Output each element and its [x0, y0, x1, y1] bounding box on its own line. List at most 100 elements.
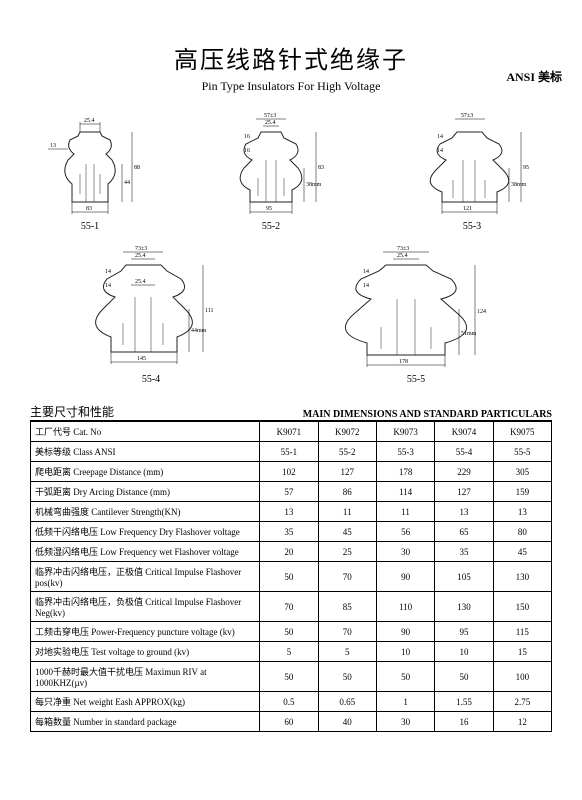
svg-text:25.4: 25.4 — [84, 118, 95, 124]
svg-text:14: 14 — [437, 148, 443, 154]
row-label: 临界冲击闪络电压，正极值 Critical Impulse Flashover … — [31, 562, 260, 592]
cell: 55-4 — [435, 442, 493, 462]
table-section-header: 主要尺寸和性能 MAIN DIMENSIONS AND STANDARD PAR… — [30, 403, 552, 421]
row-label: 低频干闪络电压 Low Frequency Dry Flashover volt… — [31, 522, 260, 542]
cell: 70 — [260, 592, 318, 622]
svg-text:25.4: 25.4 — [135, 253, 146, 259]
figure-55-5: 73±3 25.4 14 14 51mm 124 178 55-5 — [301, 242, 531, 385]
figure-label: 55-1 — [30, 221, 150, 232]
cell: 45 — [318, 522, 376, 542]
cell: K9071 — [260, 422, 318, 442]
table-row: 爬电距离 Creepage Distance (mm)1021271782293… — [31, 462, 552, 482]
cell: 95 — [435, 622, 493, 642]
cell: 13 — [260, 502, 318, 522]
figure-55-4: 73±3 25.4 14 14 25.4 44mm 111 145 55-4 — [51, 242, 251, 385]
svg-text:13: 13 — [50, 143, 56, 149]
cell: 100 — [493, 662, 551, 692]
svg-text:83: 83 — [86, 206, 92, 212]
cell: 178 — [376, 462, 434, 482]
row-label: 临界冲击闪络电压，负极值 Critical Impulse Flashover … — [31, 592, 260, 622]
cell: 65 — [435, 522, 493, 542]
table-row: 低频干闪络电压 Low Frequency Dry Flashover volt… — [31, 522, 552, 542]
svg-text:44mm: 44mm — [191, 328, 207, 334]
table-row: 临界冲击闪络电压，正极值 Critical Impulse Flashover … — [31, 562, 552, 592]
svg-text:57±3: 57±3 — [461, 113, 473, 119]
svg-text:16: 16 — [244, 134, 250, 140]
table-row: 对地实验电压 Test voltage to ground (kv)551010… — [31, 642, 552, 662]
cell: 35 — [435, 542, 493, 562]
row-label: 工频击穿电压 Power-Frequency puncture voltage … — [31, 622, 260, 642]
cell: 115 — [493, 622, 551, 642]
svg-text:38mm: 38mm — [306, 182, 322, 188]
cell: 16 — [435, 712, 493, 732]
svg-text:14: 14 — [437, 134, 443, 140]
row-label: 爬电距离 Creepage Distance (mm) — [31, 462, 260, 482]
cell: 55-2 — [318, 442, 376, 462]
cell: 10 — [376, 642, 434, 662]
figure-55-1: 25.4 13 44 88 83 55-1 — [30, 109, 150, 232]
cell: 130 — [435, 592, 493, 622]
cell: 0.65 — [318, 692, 376, 712]
svg-text:25.4: 25.4 — [265, 120, 276, 126]
cell: 105 — [435, 562, 493, 592]
figure-55-3: 57±3 14 14 38mm 95 121 55-3 — [392, 109, 552, 232]
cell: 45 — [493, 542, 551, 562]
cell: 12 — [493, 712, 551, 732]
cell: 25 — [318, 542, 376, 562]
cell: 0.5 — [260, 692, 318, 712]
figure-55-2: 57±3 25.4 16 16 38mm 83 95 55-2 — [201, 109, 341, 232]
svg-text:121: 121 — [463, 206, 472, 212]
cell: K9074 — [435, 422, 493, 442]
cell: 35 — [260, 522, 318, 542]
table-row: 每只净重 Net weight Eash APPROX(kg)0.50.6511… — [31, 692, 552, 712]
cell: 50 — [376, 662, 434, 692]
cell: 159 — [493, 482, 551, 502]
svg-text:57±3: 57±3 — [264, 113, 276, 119]
cell: 50 — [260, 562, 318, 592]
cell: 5 — [260, 642, 318, 662]
table-row: 机械弯曲强度 Cantilever Strength(KN)1311111313 — [31, 502, 552, 522]
table-row: 工厂代号 Cat. NoK9071K9072K9073K9074K9075 — [31, 422, 552, 442]
cell: 90 — [376, 622, 434, 642]
table-row: 1000千赫时最大值干扰电压 Maximun RIV at 1000KHZ(µv… — [31, 662, 552, 692]
page-header: 高压线路针式绝缘子 Pin Type Insulators For High V… — [30, 40, 552, 94]
cell: 50 — [260, 622, 318, 642]
table-row: 低频湿闪络电压 Low Frequency wet Flashover volt… — [31, 542, 552, 562]
svg-text:83: 83 — [318, 165, 324, 171]
svg-text:73±3: 73±3 — [397, 246, 409, 252]
cell: 102 — [260, 462, 318, 482]
table-row: 美标等级 Class ANSI55-155-255-355-455-5 — [31, 442, 552, 462]
table-row: 临界冲击闪络电压，负极值 Critical Impulse Flashover … — [31, 592, 552, 622]
cell: 1.55 — [435, 692, 493, 712]
figure-label: 55-2 — [201, 221, 341, 232]
cell: 5 — [318, 642, 376, 662]
title-english: Pin Type Insulators For High Voltage — [30, 79, 552, 94]
cell: 56 — [376, 522, 434, 542]
cell: 70 — [318, 622, 376, 642]
svg-text:178: 178 — [399, 359, 408, 365]
cell: 30 — [376, 542, 434, 562]
cell: 114 — [376, 482, 434, 502]
cell: 80 — [493, 522, 551, 542]
cell: K9073 — [376, 422, 434, 442]
row-label: 低频湿闪络电压 Low Frequency wet Flashover volt… — [31, 542, 260, 562]
cell: 70 — [318, 562, 376, 592]
svg-text:14: 14 — [105, 269, 111, 275]
row-label: 工厂代号 Cat. No — [31, 422, 260, 442]
svg-text:111: 111 — [205, 308, 214, 314]
cell: 50 — [318, 662, 376, 692]
cell: 55-3 — [376, 442, 434, 462]
svg-text:95: 95 — [266, 206, 272, 212]
technical-drawings: 25.4 13 44 88 83 55-1 57±3 25.4 16 — [30, 109, 552, 385]
row-label: 美标等级 Class ANSI — [31, 442, 260, 462]
svg-text:73±3: 73±3 — [135, 246, 147, 252]
cell: 57 — [260, 482, 318, 502]
cell: 11 — [376, 502, 434, 522]
svg-text:16: 16 — [244, 148, 250, 154]
svg-text:44: 44 — [124, 180, 130, 186]
figure-label: 55-4 — [51, 374, 251, 385]
cell: 20 — [260, 542, 318, 562]
cell: 50 — [260, 662, 318, 692]
cell: 110 — [376, 592, 434, 622]
cell: 60 — [260, 712, 318, 732]
